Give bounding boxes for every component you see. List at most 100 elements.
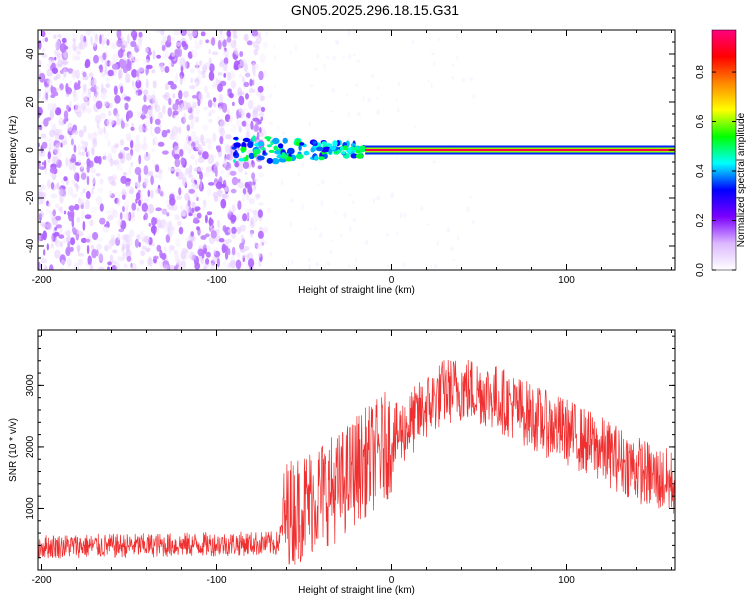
noise-blob: [259, 132, 264, 138]
noise-blob: [192, 94, 197, 99]
noise-blob: [118, 228, 125, 233]
faint-blob: [280, 179, 284, 186]
transition-blob: [303, 150, 310, 156]
noise-blob: [107, 110, 112, 117]
noise-blob: [238, 73, 243, 78]
faint-blob: [402, 261, 406, 268]
noise-blob: [178, 90, 183, 100]
noise-blob: [176, 258, 180, 265]
faint-blob: [318, 232, 323, 238]
faint-blob: [334, 211, 338, 214]
faint-blob: [308, 122, 312, 127]
noise-blob: [147, 106, 153, 116]
noise-blob: [169, 134, 176, 140]
noise-blob: [232, 30, 237, 36]
noise-blob: [109, 102, 113, 109]
noise-blob: [250, 120, 254, 130]
noise-blob: [82, 188, 86, 194]
noise-blob: [117, 218, 122, 227]
noise-blob: [128, 53, 135, 62]
heatmap-ytick-label: 40: [25, 48, 36, 60]
noise-blob: [226, 30, 231, 37]
noise-blob: [187, 51, 193, 59]
heatmap-xtick-label: -100: [206, 275, 226, 286]
noise-blob: [89, 79, 95, 88]
noise-blob: [189, 251, 195, 261]
noise-blob: [191, 201, 196, 209]
noise-blob: [236, 109, 240, 120]
noise-blob: [238, 126, 242, 133]
noise-blob: [54, 203, 60, 209]
noise-blob: [76, 244, 81, 251]
noise-blob: [125, 132, 132, 142]
noise-blob: [252, 214, 259, 223]
noise-blob: [77, 258, 84, 266]
noise-blob: [87, 132, 92, 140]
noise-blob: [86, 244, 90, 255]
noise-blob: [75, 69, 80, 80]
noise-blob: [88, 220, 94, 226]
transition-blob: [273, 145, 279, 151]
faint-blob: [397, 107, 400, 113]
noise-blob: [47, 79, 53, 86]
faint-blob: [395, 156, 398, 159]
noise-blob: [71, 227, 77, 233]
noise-blob: [122, 251, 125, 260]
noise-blob: [190, 154, 195, 160]
noise-blob: [131, 202, 137, 211]
noise-blob: [124, 96, 131, 101]
noise-blob: [74, 55, 81, 61]
noise-blob: [253, 178, 259, 183]
transition-blob: [240, 146, 247, 152]
noise-blob: [219, 106, 222, 112]
noise-blob: [173, 249, 177, 255]
noise-blob: [80, 237, 87, 244]
noise-blob: [178, 187, 182, 196]
faint-blob: [348, 225, 352, 232]
noise-blob: [105, 83, 111, 89]
noise-blob: [38, 40, 42, 50]
noise-blob: [194, 116, 198, 123]
noise-blob: [220, 198, 227, 209]
noise-blob: [123, 212, 126, 222]
noise-blob: [224, 159, 227, 165]
noise-blob: [217, 72, 223, 76]
noise-blob: [224, 226, 231, 236]
faint-blob: [432, 160, 437, 164]
noise-blob: [171, 125, 179, 136]
snr-xtick-label: 0: [389, 575, 395, 586]
transition-blob: [257, 141, 264, 147]
transition-blob: [266, 144, 272, 148]
faint-blob: [390, 192, 395, 199]
noise-blob: [157, 218, 162, 229]
noise-blob: [84, 199, 90, 210]
noise-blob: [224, 186, 229, 193]
noise-blob: [197, 157, 205, 164]
noise-blob: [158, 171, 163, 181]
noise-blob: [47, 103, 54, 112]
noise-blob: [135, 192, 141, 201]
noise-blob: [242, 213, 248, 222]
faint-blob: [348, 54, 352, 60]
noise-blob: [208, 57, 212, 65]
noise-blob: [126, 255, 132, 262]
noise-blob: [130, 139, 134, 149]
noise-blob: [231, 233, 236, 239]
transition-blob: [350, 143, 356, 147]
noise-blob: [188, 147, 192, 155]
noise-blob: [117, 232, 121, 241]
noise-blob: [162, 150, 169, 155]
noise-blob: [163, 223, 169, 232]
noise-blob: [208, 118, 213, 123]
noise-blob: [90, 166, 94, 171]
transition-blob: [313, 155, 319, 161]
faint-blob: [264, 240, 268, 246]
noise-blob: [172, 93, 176, 99]
noise-blob: [52, 67, 58, 74]
transition-blob: [248, 152, 255, 160]
noise-blob: [125, 212, 130, 221]
noise-blob: [76, 184, 80, 190]
noise-blob: [92, 31, 96, 36]
noise-blob: [66, 229, 71, 237]
noise-blob: [215, 78, 219, 86]
